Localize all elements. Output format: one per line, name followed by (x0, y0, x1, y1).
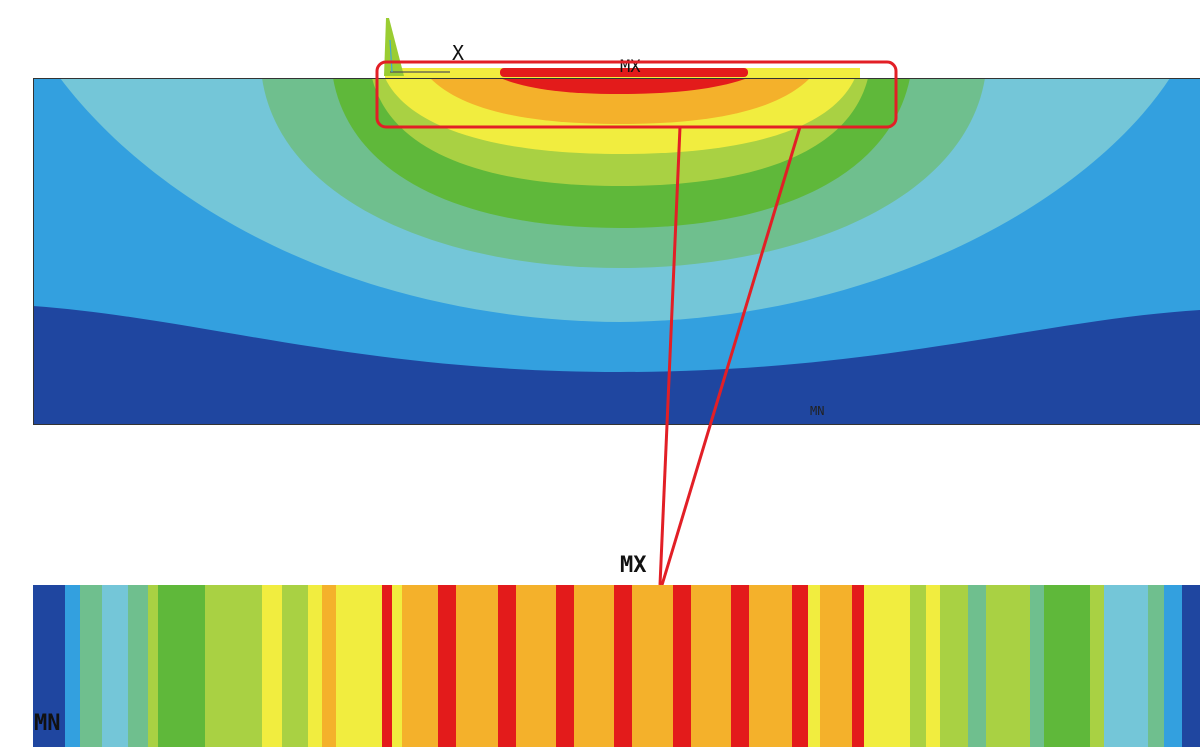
zoom-strip (33, 585, 1200, 747)
zoom-stripe (910, 585, 926, 747)
zoom-stripe (308, 585, 322, 747)
zoom-stripe (864, 585, 910, 747)
zoom-stripe (1090, 585, 1104, 747)
zoom-stripe (1044, 585, 1090, 747)
coordinate-triad-icon (384, 18, 450, 76)
zoom-stripe (1182, 585, 1200, 747)
zoom-stripe (438, 585, 456, 747)
zoom-stripe (33, 585, 65, 747)
zoom-stripe (382, 585, 392, 747)
zoom-stripe (205, 585, 218, 747)
zoom-callout (375, 60, 898, 586)
zoom-stripe (65, 585, 80, 747)
top-plot-border (33, 78, 1200, 425)
zoom-stripe (986, 585, 1030, 747)
zoom-stripe (80, 585, 102, 747)
zoom-min-label: MN (34, 711, 61, 736)
callout-line-right (660, 126, 802, 586)
zoom-stripe (852, 585, 864, 747)
zoom-stripe (456, 585, 498, 747)
zoom-stripe (1164, 585, 1182, 747)
zoom-stripe (336, 585, 382, 747)
zoom-stripe (731, 585, 749, 747)
zoom-stripe (282, 585, 308, 747)
zoom-stripe (1104, 585, 1148, 747)
zoom-stripe (808, 585, 820, 747)
zoom-stripe (498, 585, 516, 747)
zoom-stripe (632, 585, 673, 747)
zoom-stripe (148, 585, 158, 747)
zoom-stripe (556, 585, 574, 747)
zoom-stripe (940, 585, 968, 747)
zoom-stripe (218, 585, 262, 747)
zoom-stripe (128, 585, 148, 747)
zoom-stripe (402, 585, 438, 747)
zoom-stripe (792, 585, 808, 747)
zoom-max-label: MX (620, 553, 647, 578)
top-min-label: MN (810, 404, 824, 418)
zoom-stripe (262, 585, 282, 747)
zoom-stripe (1030, 585, 1044, 747)
zoom-stripe (968, 585, 986, 747)
zoom-stripe (158, 585, 205, 747)
top-surface-red (500, 68, 748, 77)
zoom-stripe (673, 585, 691, 747)
zoom-stripe (1148, 585, 1164, 747)
zoom-stripe (102, 585, 128, 747)
top-contour-plot (33, 78, 1200, 424)
band-red (500, 78, 748, 94)
zoom-stripe (614, 585, 632, 747)
zoom-stripe (691, 585, 731, 747)
top-max-label: MX (620, 57, 641, 77)
zoom-stripe (392, 585, 402, 747)
zoom-stripe (322, 585, 336, 747)
zoom-stripe (749, 585, 792, 747)
zoom-stripe (516, 585, 556, 747)
zoom-stripe (820, 585, 852, 747)
band-orange (430, 78, 810, 124)
zoom-stripe (926, 585, 940, 747)
zoom-stripe (574, 585, 614, 747)
axis-x-label: X (452, 41, 464, 65)
zoom-frame (375, 60, 898, 129)
callout-line-left (658, 126, 682, 586)
